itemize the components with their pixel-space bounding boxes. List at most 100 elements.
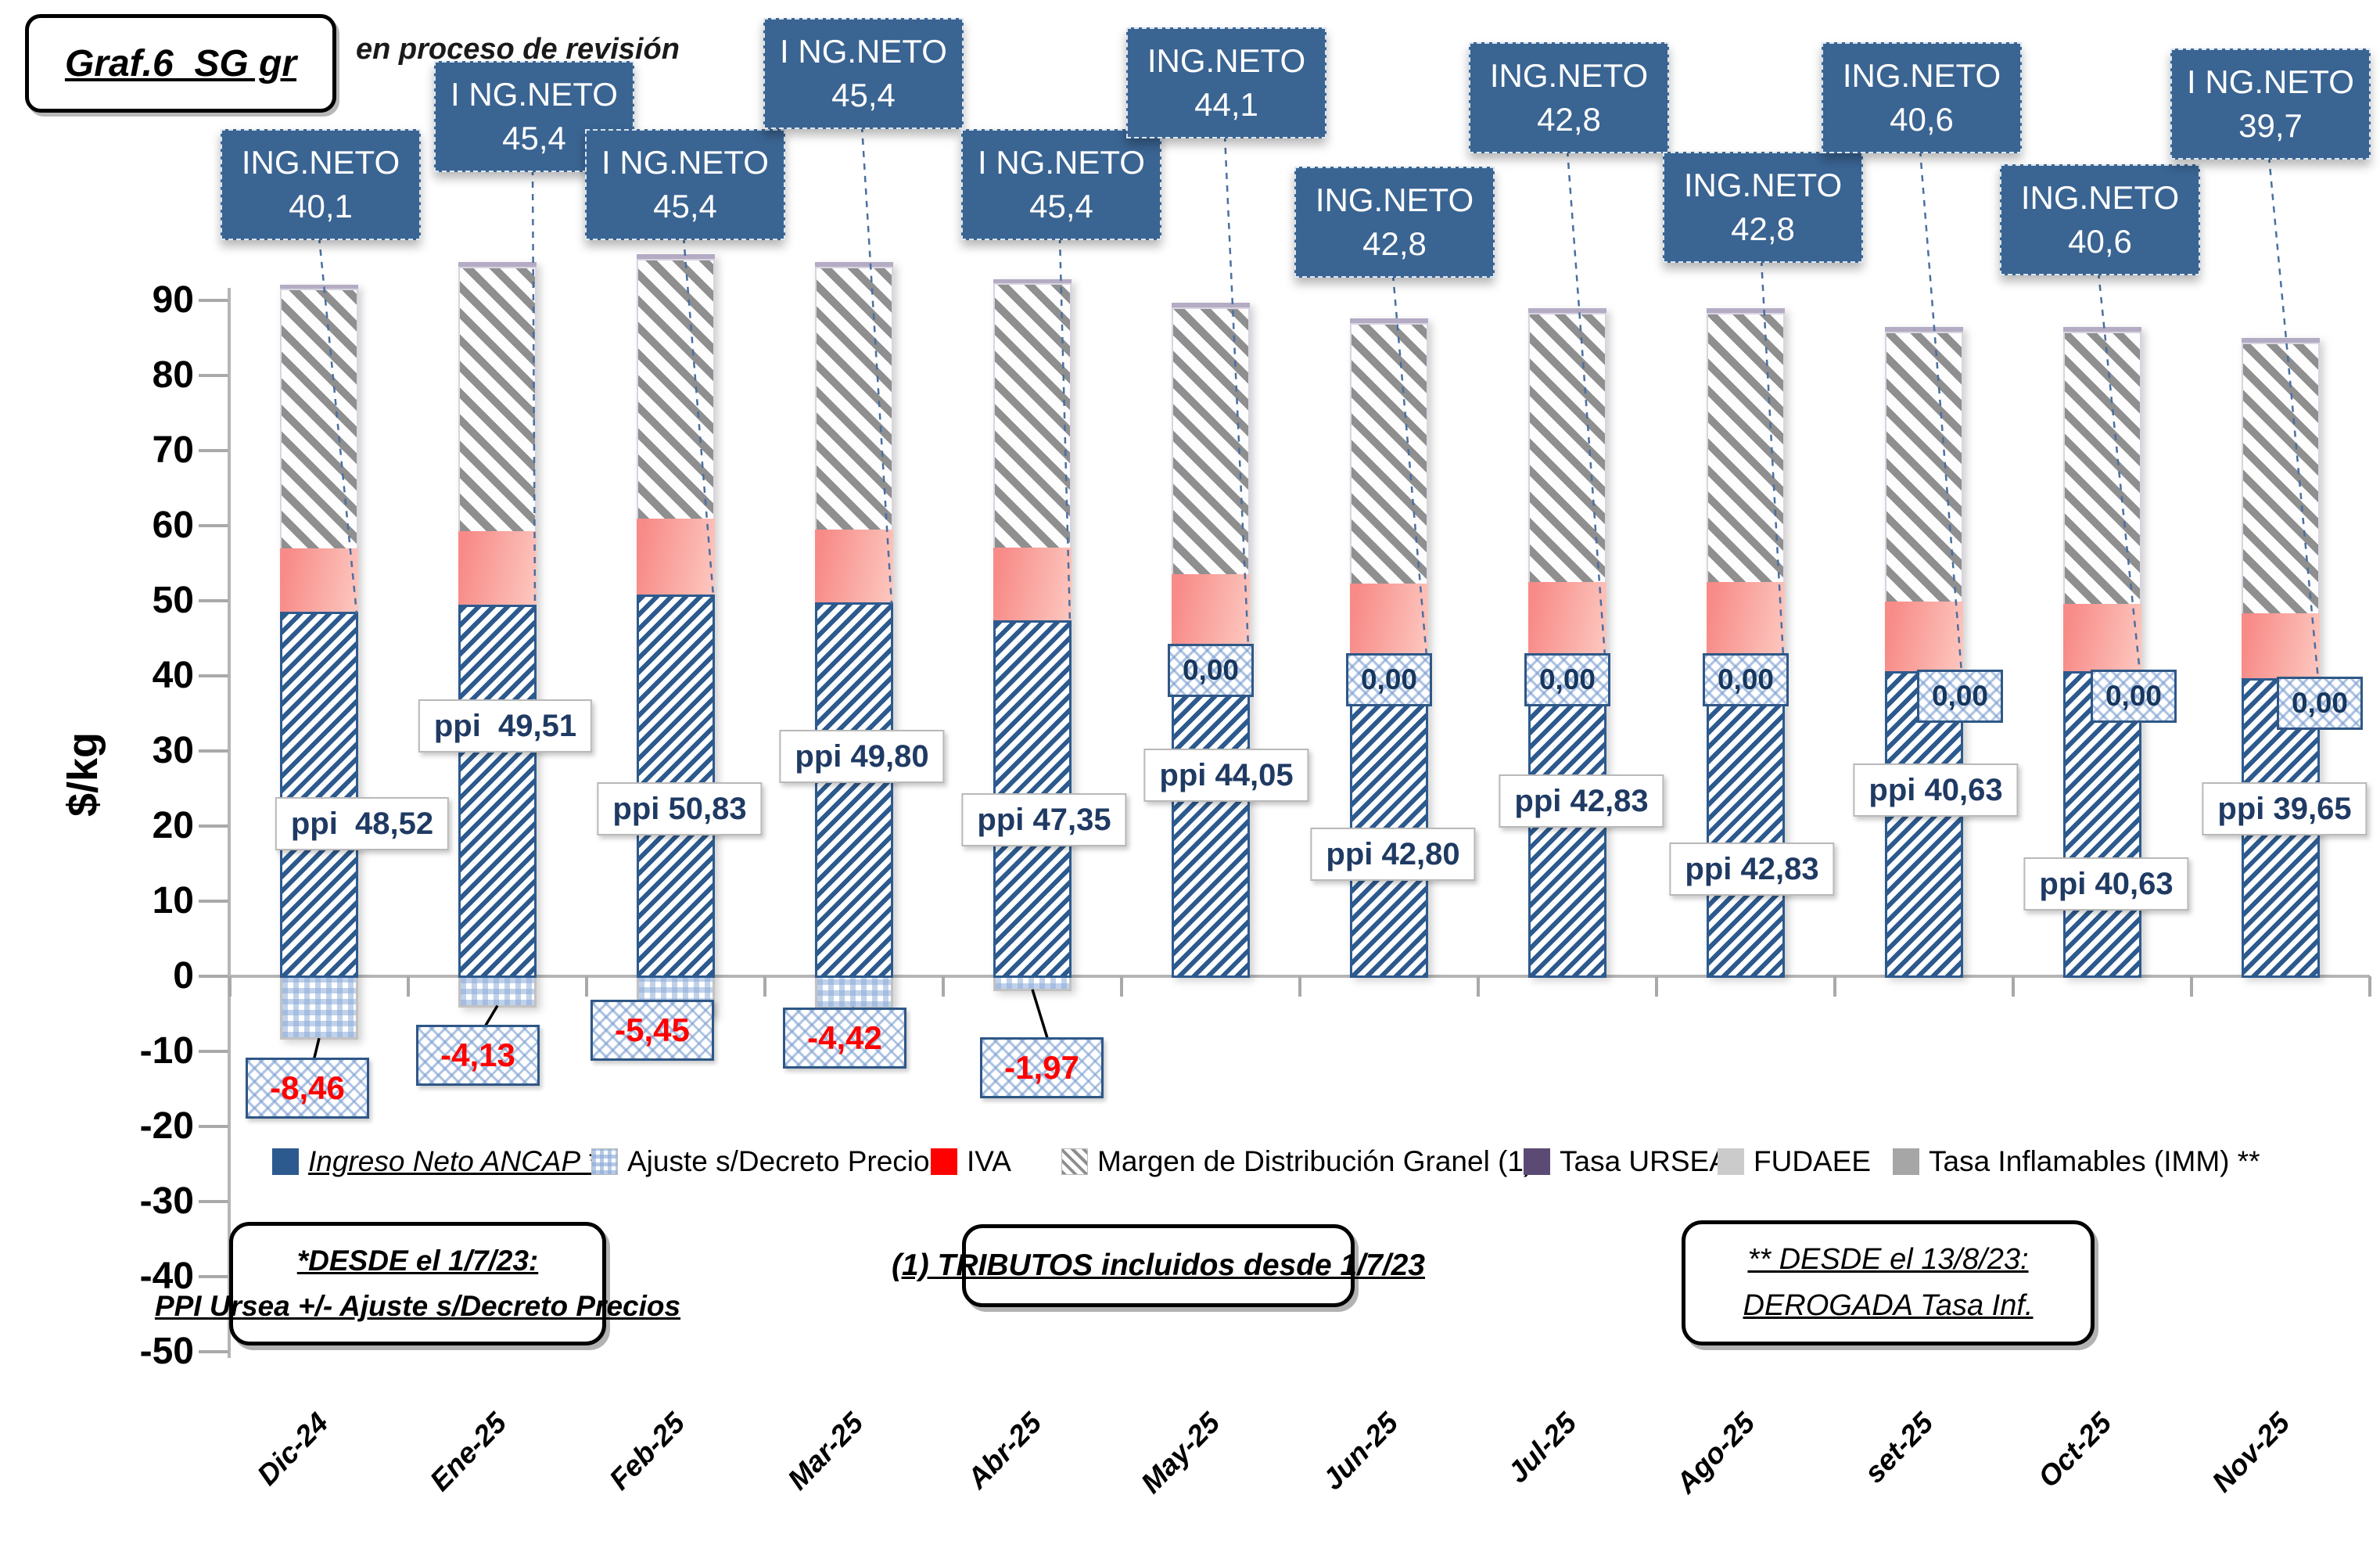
bar-segment-fudaee (1172, 303, 1250, 308)
y-tick-label: 40 (152, 655, 194, 696)
bar-segment-iva (2063, 603, 2141, 671)
callout-connector-line (531, 168, 537, 606)
y-tick-mark (199, 1050, 228, 1053)
bar-segment-ingreso-neto (1350, 655, 1428, 978)
callout-connector-line (1919, 149, 1963, 674)
bar-segment-fudaee (993, 278, 1072, 284)
callout-connector-line (1223, 135, 1250, 648)
bar-segment-fudaee (458, 261, 537, 267)
bar-segment-fudaee (2063, 327, 2141, 332)
bar-segment-iva (458, 530, 537, 605)
x-tick-mark (585, 976, 588, 997)
bar-segment-fudaee (1707, 308, 1785, 314)
footnote-box-3: ** DESDE el 13/8/23: DEROGADA Tasa Inf. (1682, 1220, 2095, 1345)
legend-swatch-margen-icon (1061, 1148, 1088, 1175)
y-tick-label: 50 (152, 580, 194, 621)
bar-segment-margen (1172, 307, 1250, 574)
callout-connector-line (860, 125, 893, 604)
bar-segment-margen (2242, 343, 2320, 613)
footnote-line: PPI Ursea +/- Ajuste s/Decreto Precios (154, 1290, 681, 1322)
bar-segment-margen (2063, 332, 2141, 604)
bar-segment-fudaee (1350, 318, 1428, 323)
legend-item-margen: Margen de Distribución Granel (1) (1061, 1144, 1533, 1180)
bar-segment-fudaee (637, 254, 715, 259)
y-axis-line (228, 288, 231, 1358)
callout-connector-line (682, 236, 715, 597)
y-tick-label: 10 (152, 880, 194, 922)
legend-item-fudaee: FUDAEE (1718, 1144, 1871, 1180)
bar-segment-iva (280, 548, 358, 613)
footnote-box-1: *DESDE el 1/7/23: PPI Ursea +/- Ajuste s/… (155, 1222, 680, 1345)
bar-segment-fudaee (815, 262, 893, 267)
y-tick-mark (199, 524, 228, 527)
chart-code-badge: Graf.6_SG gr (25, 14, 336, 113)
y-tick-mark (199, 975, 228, 978)
bar-segment-fudaee (2242, 338, 2320, 343)
x-tick-mark (2012, 976, 2015, 997)
footnote-line: (1) TRIBUTOS incluidos desde 1/7/23 (892, 1248, 1425, 1282)
y-tick-mark (199, 1275, 228, 1278)
negative-label-connector-line (849, 1007, 856, 1012)
bar-segment-ingreso-neto (1172, 645, 1250, 978)
bar-segment-ajuste (458, 976, 537, 1008)
bar-segment-iva (1885, 601, 1963, 671)
y-tick-mark (199, 599, 228, 602)
y-tick-mark (199, 824, 228, 828)
chart-code-text: Graf.6_SG gr (64, 42, 297, 84)
x-tick-mark (1833, 976, 1836, 997)
legend-label: Tasa Inflamables (IMM) ** (1929, 1145, 2260, 1177)
bar-segment-iva (993, 548, 1072, 621)
bar-segment-margen (993, 283, 1072, 548)
legend-label: Ajuste s/Decreto Precios (627, 1145, 945, 1177)
legend-label: Ingreso Neto ANCAP * (308, 1145, 599, 1177)
bar-segment-ingreso-neto (280, 612, 358, 978)
footnote-box-2: (1) TRIBUTOS incluidos desde 1/7/23 (892, 1224, 1425, 1307)
bar-segment-fudaee (280, 284, 358, 289)
legend-swatch-ingreso-icon (272, 1148, 299, 1175)
bar-segment-iva (2242, 613, 2320, 679)
bar-segment-margen (637, 258, 715, 519)
x-tick-mark (763, 976, 766, 997)
x-tick-mark (407, 976, 410, 997)
bar-segment-margen (815, 266, 893, 530)
bar-segment-margen (280, 289, 358, 548)
x-tick-mark (228, 976, 232, 997)
legend-swatch-inflamables-icon (1893, 1148, 1919, 1175)
y-tick-mark (199, 900, 228, 903)
y-tick-label: 80 (152, 354, 194, 396)
y-tick-label: 70 (152, 429, 194, 471)
status-note: en proceso de revisión (356, 33, 680, 66)
legend-item-ingreso: Ingreso Neto ANCAP * (272, 1144, 599, 1180)
negative-label-connector-line (312, 1037, 321, 1062)
x-tick-mark (942, 976, 945, 997)
y-tick-label: -10 (139, 1030, 194, 1072)
bar-segment-fudaee (1528, 308, 1606, 314)
callout-connector-line (1058, 236, 1072, 623)
y-tick-label: 60 (152, 505, 194, 546)
callout-connector-line (1566, 149, 1606, 656)
bar-segment-ingreso-neto (458, 604, 537, 978)
x-tick-mark (1298, 976, 1301, 997)
y-tick-label: -50 (139, 1331, 194, 1372)
y-tick-label: 30 (152, 730, 194, 771)
legend-item-iva: IVA (931, 1144, 1011, 1180)
negative-label-connector-line (657, 1001, 677, 1017)
bar-segment-iva (1707, 581, 1785, 655)
legend-item-inflamables: Tasa Inflamables (IMM) ** (1893, 1144, 2260, 1180)
x-tick-mark (2368, 976, 2371, 997)
legend-item-ajuste: Ajuste s/Decreto Precios (591, 1144, 944, 1180)
footnote-line: ** DESDE el 13/8/23: (1747, 1243, 2029, 1276)
callout-connector-line (1760, 259, 1785, 656)
y-tick-mark (199, 1125, 228, 1128)
y-tick-mark (199, 374, 228, 377)
legend-swatch-ursea-icon (1524, 1148, 1550, 1175)
callout-connector-line (318, 236, 358, 614)
negative-label-connector-line (1031, 989, 1050, 1041)
y-tick-label: -20 (139, 1105, 194, 1147)
y-tick-mark (199, 749, 228, 753)
x-tick-mark (1655, 976, 1658, 997)
y-tick-mark (199, 449, 228, 452)
bar-segment-margen (1885, 332, 1963, 602)
bar-segment-ajuste (815, 976, 893, 1010)
